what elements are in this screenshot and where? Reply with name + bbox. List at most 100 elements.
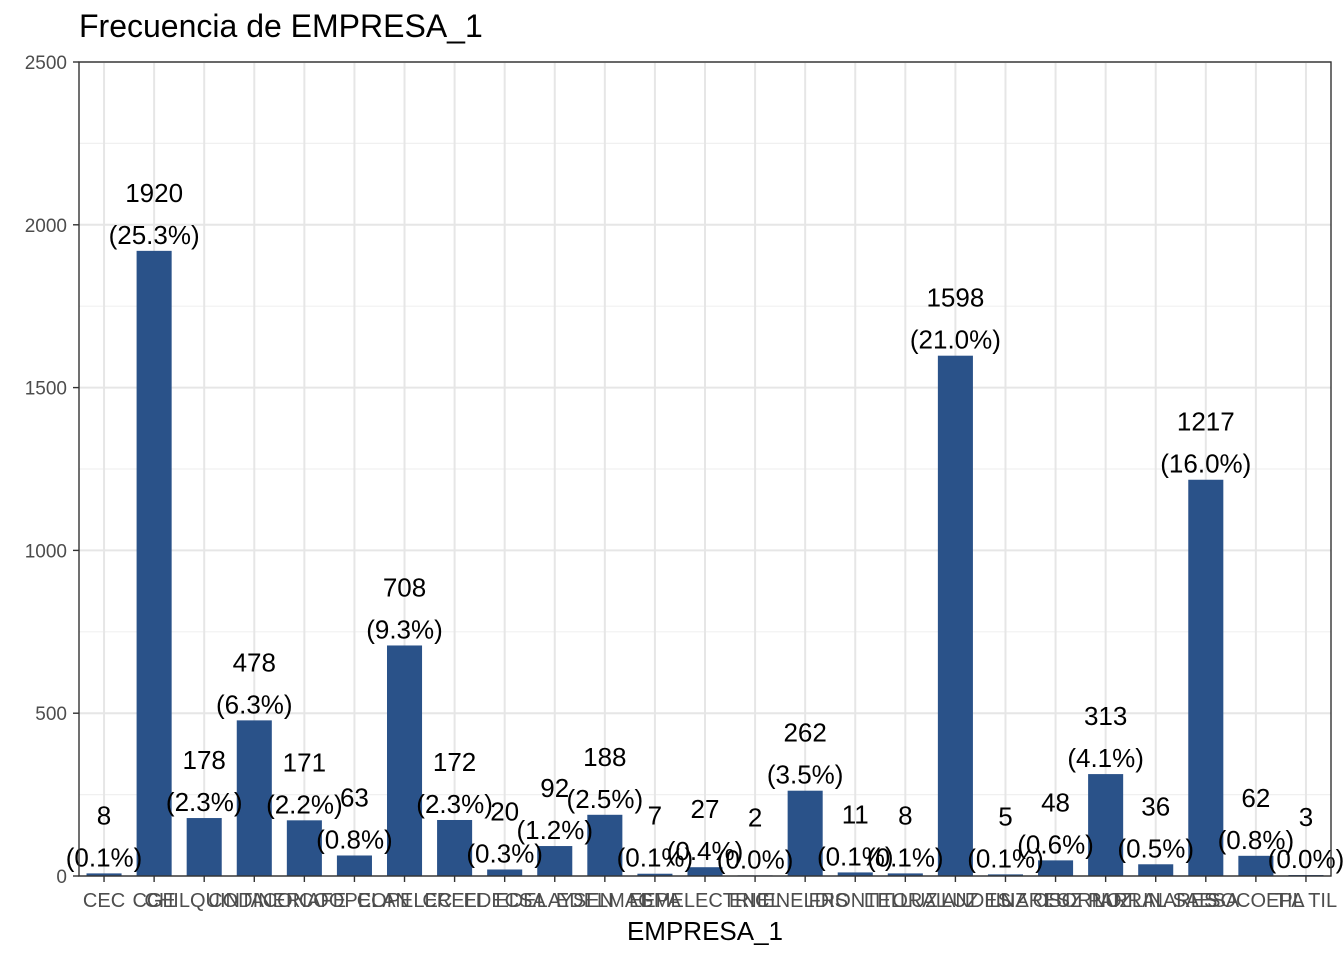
data-label-count: 20 bbox=[490, 796, 519, 826]
data-label-percent: (0.4%) bbox=[667, 836, 744, 866]
bar bbox=[1188, 479, 1224, 876]
x-tick-label: LUZ OSORNO bbox=[989, 890, 1121, 912]
bar bbox=[286, 820, 322, 876]
data-label-percent: (2.3%) bbox=[416, 789, 493, 819]
data-label-percent: (2.2%) bbox=[266, 789, 343, 819]
data-label-count: 11 bbox=[842, 799, 869, 829]
y-tick-label: 500 bbox=[35, 704, 67, 725]
data-label-count: 1920 bbox=[125, 178, 183, 208]
data-label-count: 178 bbox=[183, 745, 226, 775]
data-label-percent: (0.1%) bbox=[617, 843, 694, 873]
data-label-count: 92 bbox=[540, 773, 569, 803]
data-label-count: 5 bbox=[998, 801, 1012, 831]
data-label-percent: (2.3%) bbox=[166, 787, 243, 817]
data-label-count: 3 bbox=[1299, 802, 1313, 832]
data-label-percent: (0.6%) bbox=[1017, 829, 1094, 859]
data-label-percent: (0.5%) bbox=[1117, 833, 1194, 863]
x-tick-label: LUZ LINARES bbox=[941, 890, 1070, 912]
data-label-percent: (0.1%) bbox=[867, 842, 944, 872]
bar bbox=[336, 855, 372, 876]
data-label-count: 1217 bbox=[1177, 407, 1235, 437]
x-tick-label: ENEL bbox=[729, 890, 781, 912]
bar bbox=[386, 645, 423, 876]
data-label-count: 172 bbox=[433, 747, 476, 777]
data-label-percent: (2.5%) bbox=[567, 784, 644, 814]
data-label-count: 262 bbox=[783, 718, 826, 748]
data-label-count: 313 bbox=[1084, 701, 1127, 731]
data-label-percent: (6.3%) bbox=[216, 689, 293, 719]
x-tick-label: CHILQUINTA bbox=[144, 890, 264, 912]
data-label-count: 36 bbox=[1141, 791, 1170, 821]
bar bbox=[236, 720, 272, 876]
bar bbox=[587, 814, 623, 876]
bar bbox=[437, 819, 473, 876]
data-label-count: 63 bbox=[340, 782, 369, 812]
y-tick-label: 1000 bbox=[25, 541, 67, 562]
bar bbox=[787, 790, 823, 876]
x-tick-label: LUZLINARES bbox=[1094, 890, 1217, 912]
y-tick-label: 1500 bbox=[25, 379, 67, 400]
x-tick-label: CGE bbox=[132, 890, 175, 912]
data-label-count: 27 bbox=[691, 794, 720, 824]
bar bbox=[136, 250, 172, 876]
y-axis: 0 500 1000 1500 2000 2500 bbox=[25, 53, 79, 888]
bar bbox=[186, 818, 222, 876]
data-label-percent: (0.0%) bbox=[717, 844, 794, 874]
x-tick-label: EDELAYSEN bbox=[495, 890, 614, 912]
data-label-count: 708 bbox=[383, 572, 426, 602]
x-tick-label: EEPA bbox=[629, 890, 682, 912]
data-label-count: 48 bbox=[1041, 787, 1070, 817]
data-label-count: 2 bbox=[748, 802, 762, 832]
x-tick-label: SOCOEPA bbox=[1207, 890, 1305, 912]
bar bbox=[487, 869, 523, 876]
bar bbox=[937, 355, 973, 877]
data-label-percent: (0.1%) bbox=[817, 841, 894, 871]
x-tick-label: CONAFE bbox=[263, 890, 346, 912]
data-label-percent: (0.8%) bbox=[316, 824, 393, 854]
y-tick-label: 2500 bbox=[25, 53, 67, 74]
x-tick-label: ENELDIS bbox=[762, 890, 848, 912]
x-tick-label: COOPELAN bbox=[299, 890, 410, 912]
data-label-percent: (0.3%) bbox=[466, 838, 543, 868]
data-label-count: 171 bbox=[283, 747, 326, 777]
data-label-percent: (0.1%) bbox=[66, 842, 143, 872]
bar bbox=[1238, 855, 1274, 876]
data-labels: 8 (0.1%) 1920 (25.3%) 178 (2.3%) 478 (6.3%) 171 (… bbox=[66, 178, 1344, 875]
data-label-count: 188 bbox=[583, 742, 626, 772]
bar bbox=[86, 873, 122, 876]
x-tick-label: LUZ PARRAL bbox=[1045, 890, 1167, 912]
data-label-percent: (21.0%) bbox=[910, 325, 1001, 355]
x-tick-label: SAESA bbox=[1172, 890, 1239, 912]
chart-title: Frecuencia de EMPRESA_1 bbox=[79, 8, 483, 44]
data-label-count: 478 bbox=[233, 647, 276, 677]
x-tick-label: CRELL bbox=[422, 890, 486, 912]
data-label-count: 1598 bbox=[926, 283, 984, 313]
x-axis-title: EMPRESA_1 bbox=[627, 916, 783, 946]
data-label-percent: (25.3%) bbox=[109, 220, 200, 250]
data-label-percent: (4.1%) bbox=[1067, 743, 1144, 773]
x-axis: CEC CGECHILQUINTACODINERCONAFECOOPELANCOP… bbox=[83, 876, 1337, 912]
data-label-count: 8 bbox=[97, 800, 111, 830]
bar bbox=[887, 873, 923, 876]
data-label-percent: (3.5%) bbox=[767, 760, 844, 790]
x-tick-label: EDELMAG bbox=[556, 890, 654, 912]
bar bbox=[1138, 864, 1174, 876]
x-tick-label: TIL TIL bbox=[1275, 890, 1337, 912]
data-label-percent: (1.2%) bbox=[516, 815, 593, 845]
x-tick-label: EMELECTRIC bbox=[641, 890, 770, 912]
x-tick-label: CODINER bbox=[208, 890, 300, 912]
bar bbox=[837, 872, 873, 876]
data-label-percent: (0.1%) bbox=[967, 843, 1044, 873]
x-tick-label: EDECSA bbox=[464, 890, 547, 912]
data-label-percent: (0.0%) bbox=[1268, 844, 1344, 874]
x-tick-label: COPELEC bbox=[357, 890, 453, 912]
x-tick-label: LUZ ANDES bbox=[900, 890, 1011, 912]
x-tick-label: CEC bbox=[83, 890, 125, 912]
bar bbox=[537, 846, 573, 876]
data-label-percent: (16.0%) bbox=[1160, 449, 1251, 479]
y-tick-label: 2000 bbox=[25, 216, 67, 237]
bar bbox=[987, 874, 1024, 876]
bar bbox=[1038, 860, 1074, 876]
bar bbox=[637, 873, 673, 876]
